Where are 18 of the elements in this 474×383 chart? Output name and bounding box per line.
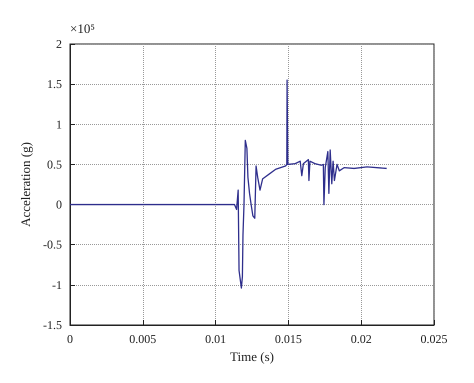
- x-tick-label: 0.005: [129, 332, 156, 346]
- y-tick-label: -1.5: [43, 318, 62, 332]
- line-series: [69, 79, 388, 289]
- y-tick-label: 0: [56, 198, 62, 212]
- x-tick-label: 0.02: [350, 332, 372, 346]
- y-tick-label: 1.5: [47, 77, 62, 92]
- y-tick-label: -0.5: [43, 238, 62, 252]
- y-tick-label: 2: [56, 37, 62, 51]
- x-tick-label: 0.025: [420, 332, 448, 346]
- text: ×10⁵: [70, 21, 95, 36]
- x-tick-label: 0.01: [205, 332, 226, 346]
- y-tick-label: 0.5: [47, 157, 62, 172]
- x-tick-label: 0: [67, 332, 73, 346]
- y-tick-label: 1: [56, 117, 62, 132]
- x-axis-title: Time (s): [230, 348, 274, 364]
- x-tick-label: 0.015: [274, 332, 302, 346]
- y-tick-label: -1: [52, 278, 62, 292]
- y-axis-title: Acceleration (g): [18, 142, 34, 227]
